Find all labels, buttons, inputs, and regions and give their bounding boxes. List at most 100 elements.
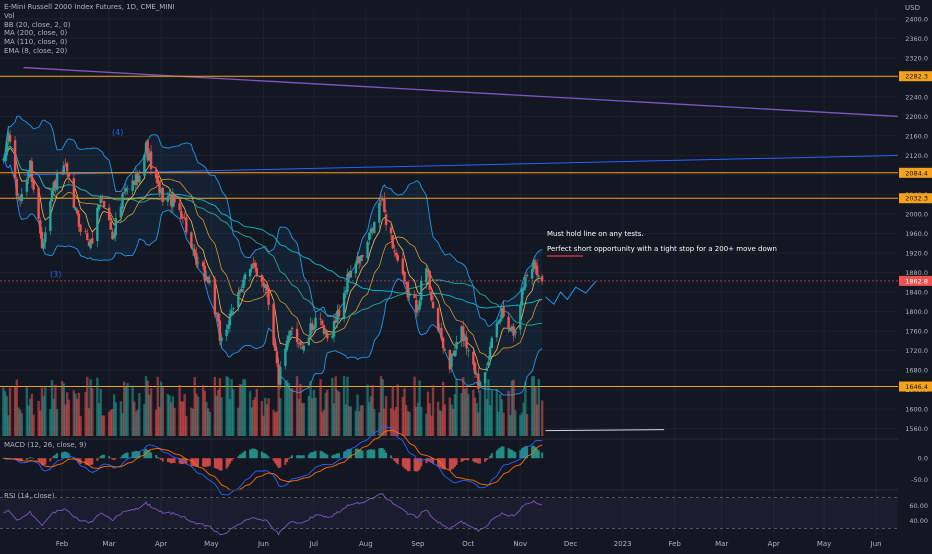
x-tick-label: Jun	[870, 540, 882, 548]
macd-histogram-bar	[418, 458, 421, 470]
candle-body	[250, 264, 253, 269]
x-tick-label: Jul	[309, 540, 319, 548]
candle-body	[181, 216, 185, 218]
macd-histogram-bar	[119, 457, 122, 459]
level-price-tag-2	[899, 193, 932, 204]
volume-bar	[393, 410, 396, 436]
volume-bar	[99, 388, 102, 436]
volume-bar	[354, 410, 358, 436]
macd-histogram-bar	[30, 457, 33, 459]
candle-body	[418, 300, 421, 310]
volume-bar	[218, 378, 222, 436]
macd-histogram-bar	[150, 452, 153, 459]
legend-ema8[interactable]: EMA (8, close, 20)	[4, 46, 68, 55]
macd-histogram-bar	[348, 449, 351, 459]
volume-bar	[52, 398, 55, 436]
volume-bar	[274, 412, 277, 436]
candle-body	[438, 328, 441, 330]
candle-body	[272, 303, 275, 346]
candle-body	[133, 181, 136, 185]
candle-body	[425, 268, 428, 283]
macd-histogram-bar	[510, 449, 513, 459]
candle-body	[3, 154, 7, 161]
macd-histogram-bar	[385, 452, 388, 459]
volume-bar	[537, 379, 540, 436]
volume-bar	[532, 376, 535, 436]
level-price-label: 2032.3	[905, 195, 928, 203]
candle-body	[178, 203, 181, 211]
volume-bar	[279, 398, 282, 436]
legend-vol[interactable]: Vol	[4, 11, 15, 20]
macd-header[interactable]: MACD (12, 26, close, 9)	[4, 441, 87, 449]
macd-histogram-bar	[32, 458, 35, 459]
volume-bar	[183, 394, 186, 436]
candle-body	[32, 179, 35, 190]
macd-histogram-bar	[443, 458, 446, 470]
candle-body	[326, 332, 329, 339]
macd-histogram-bar	[96, 458, 99, 461]
candle-body	[86, 233, 89, 241]
volume-bar	[472, 389, 475, 436]
candle-body	[331, 335, 334, 338]
volume-bar	[379, 376, 383, 436]
legend-ma200[interactable]: MA (200, close, 0)	[4, 29, 68, 38]
candle-body	[443, 349, 447, 351]
macd-histogram-bar	[244, 450, 247, 459]
macd-histogram-bar	[307, 454, 310, 459]
macd-histogram-bar	[326, 454, 329, 459]
candle-body	[166, 196, 170, 202]
volume-bar	[146, 380, 149, 436]
volume-bar	[522, 402, 525, 436]
macd-histogram-bar	[495, 450, 498, 459]
volume-bar	[62, 383, 65, 436]
volume-bar	[326, 389, 329, 436]
candle-body	[17, 196, 20, 198]
macd-histogram-bar	[390, 455, 393, 459]
legend-ma110[interactable]: MA (110, close, 0)	[4, 38, 68, 47]
annotation-short[interactable]: Perfect short opportunity with a tight s…	[547, 245, 777, 253]
candle-body	[13, 140, 17, 178]
candle-body	[196, 262, 200, 264]
candle-body	[373, 221, 376, 233]
macd-histogram-bar	[349, 449, 352, 459]
macd-histogram-bar	[296, 455, 299, 459]
symbol-title[interactable]: E-Mini Russell 2000 Index Futures, 1D, C…	[4, 3, 175, 11]
candle-body	[274, 343, 277, 351]
rsi-header[interactable]: RSI (14, close)	[4, 492, 55, 500]
volume-bar	[358, 411, 361, 436]
candle-body	[126, 188, 129, 190]
volume-bar	[514, 410, 517, 436]
macd-histogram-bar	[252, 448, 255, 459]
candle-body	[378, 202, 381, 223]
volume-bar	[114, 402, 118, 436]
macd-histogram-bar	[37, 458, 40, 461]
volume-bar	[242, 379, 245, 436]
macd-histogram-bar	[448, 458, 451, 471]
candle-body	[311, 323, 314, 331]
volume-bar	[418, 380, 421, 436]
volume-bar	[299, 383, 302, 436]
macd-histogram-bar	[208, 458, 211, 466]
candle-body	[67, 172, 71, 177]
candle-body	[7, 132, 10, 142]
candle-body	[20, 194, 24, 201]
macd-histogram-bar	[265, 454, 268, 459]
macd-histogram-bar	[427, 458, 430, 462]
volume-bar	[29, 398, 32, 436]
volume-bar	[415, 406, 418, 436]
candle-body	[144, 142, 148, 154]
macd-histogram-bar	[215, 458, 218, 469]
x-tick-label: 2023	[614, 540, 632, 548]
macd-histogram-bar	[56, 453, 59, 459]
macd-histogram-bar	[519, 450, 522, 459]
candle-body	[413, 294, 416, 299]
volume-bar	[495, 388, 499, 436]
x-tick-label: Dec	[564, 540, 578, 548]
macd-histogram-bar	[29, 457, 32, 459]
legend-bb[interactable]: BB (20, close, 2, 0)	[4, 20, 71, 29]
volume-bar	[86, 376, 89, 436]
macd-histogram-bar	[373, 449, 376, 459]
annotation-hold-line[interactable]: Must hold line on any tests.	[547, 230, 644, 238]
macd-histogram-bar	[502, 446, 505, 459]
